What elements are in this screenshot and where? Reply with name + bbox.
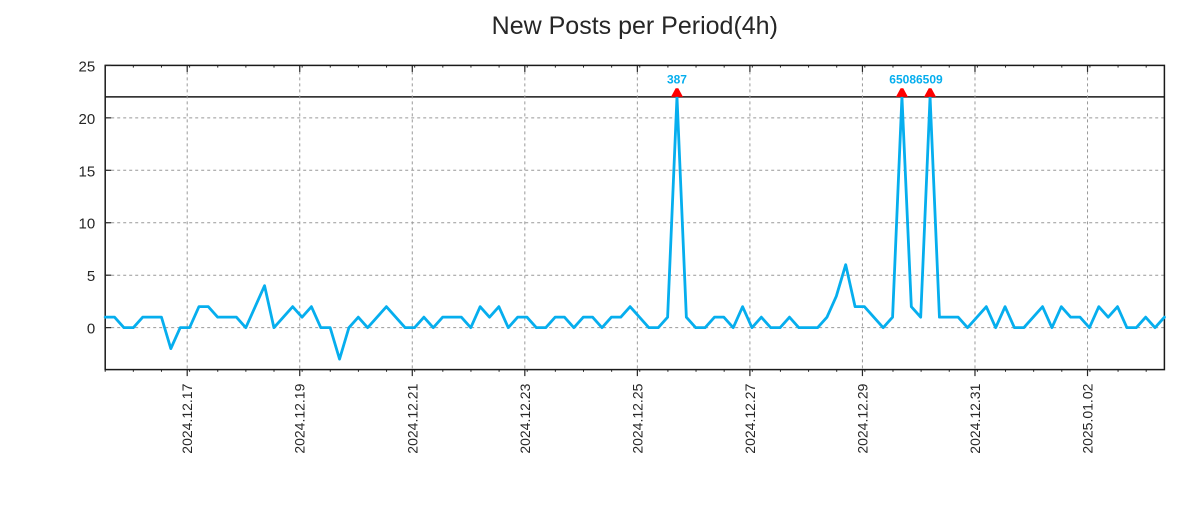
svg-text:65086509: 65086509 xyxy=(889,72,943,86)
svg-text:2024.12.27: 2024.12.27 xyxy=(742,383,758,453)
svg-text:15: 15 xyxy=(79,163,96,180)
svg-text:20: 20 xyxy=(79,111,96,128)
svg-text:2024.12.19: 2024.12.19 xyxy=(292,383,308,453)
svg-text:5: 5 xyxy=(87,268,95,285)
svg-text:2024.12.21: 2024.12.21 xyxy=(404,383,420,453)
svg-text:25: 25 xyxy=(79,58,96,75)
svg-text:2024.12.31: 2024.12.31 xyxy=(967,383,983,453)
svg-text:2024.12.23: 2024.12.23 xyxy=(517,383,533,453)
svg-text:2024.12.25: 2024.12.25 xyxy=(629,383,645,453)
svg-text:10: 10 xyxy=(79,216,96,233)
svg-text:2024.12.29: 2024.12.29 xyxy=(854,383,870,453)
svg-text:387: 387 xyxy=(667,72,687,86)
svg-text:0: 0 xyxy=(87,321,95,338)
svg-text:New Posts per Period(4h): New Posts per Period(4h) xyxy=(492,12,778,40)
svg-text:2024.12.17: 2024.12.17 xyxy=(179,383,195,453)
svg-text:2025.01.02: 2025.01.02 xyxy=(1080,383,1096,453)
